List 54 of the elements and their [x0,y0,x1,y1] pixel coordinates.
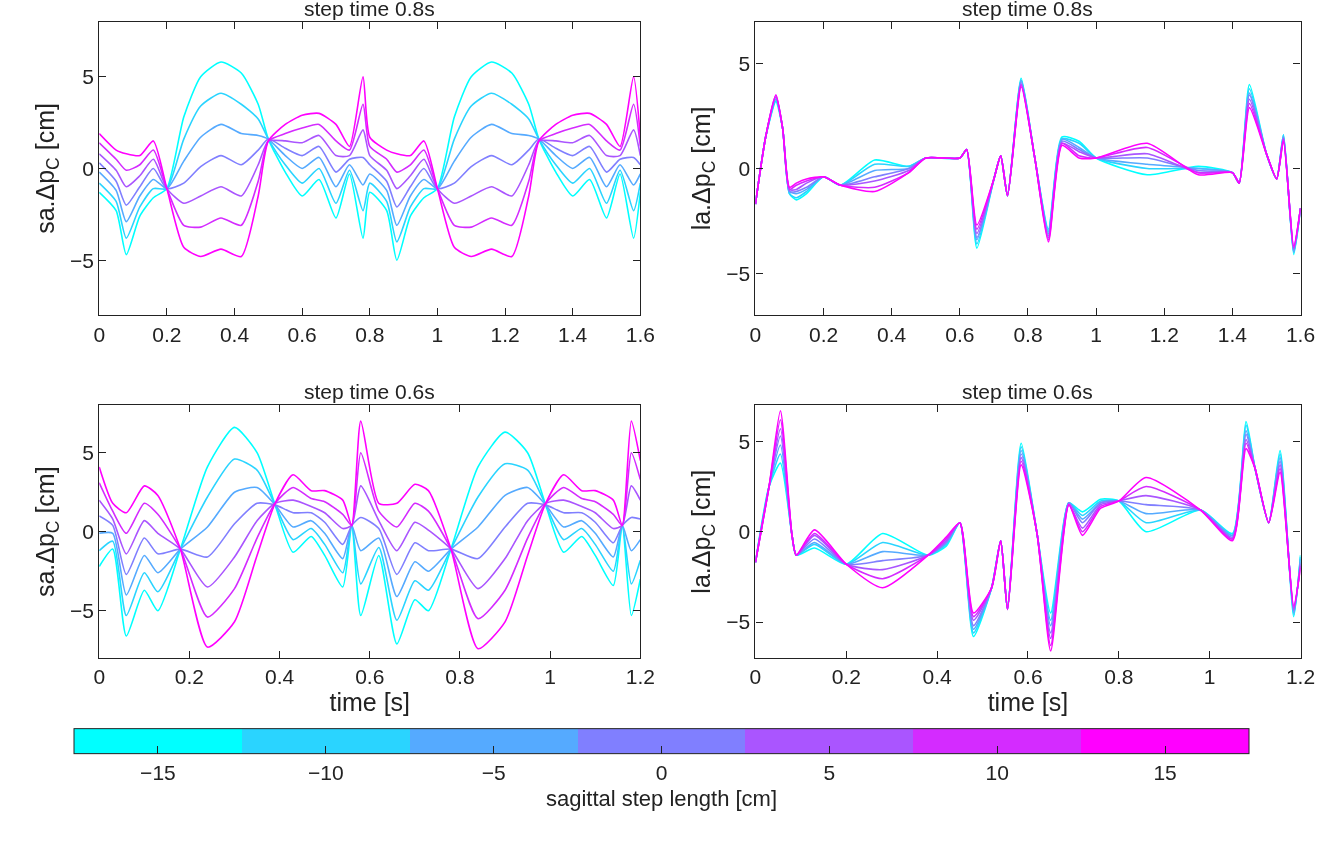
x-tick-label: 1.2 [1149,322,1179,346]
x-tick-label: 0.4 [264,665,295,689]
color-bar-label: −10 [307,760,344,784]
y-tick-label: 5 [738,51,751,75]
x-tick-label: 0.8 [445,665,475,689]
x-tick-label: 1 [1090,322,1102,346]
y-tick-label: 5 [82,441,94,465]
x-tick-label: 0.8 [355,322,385,346]
color-bar-label: 10 [985,760,1009,784]
x-tick-label: 0.6 [1013,665,1043,689]
color-bar-label: 0 [655,760,668,784]
x-tick-label: 0.6 [945,322,975,346]
y-tick-label: 5 [738,429,751,453]
y-tick-label: −5 [69,599,94,623]
color-bar-title: sagittal step length [cm] [545,785,778,811]
y-tick-label: 5 [82,65,94,89]
x-tick-label: 1 [544,665,556,689]
x-tick-label: 1.4 [1217,322,1248,346]
x-axis-title: time [s] [987,688,1069,717]
x-tick-label: 1.2 [625,665,655,689]
x-tick-label: 1 [1203,665,1216,689]
x-tick-label: 0.4 [922,665,953,689]
y-tick-label: 0 [738,156,751,180]
y-tick-label: 0 [82,520,94,544]
color-bar-label: 15 [1153,760,1177,784]
x-tick-label: 0.8 [1013,322,1043,346]
chart-title: step time 0.8s [962,0,1093,20]
x-tick-label: 0.2 [808,322,839,346]
x-tick-label: 0.2 [152,322,182,346]
chart-title: step time 0.6s [962,380,1093,403]
x-tick-label: 1.4 [558,322,588,346]
x-tick-label: 0.2 [831,665,861,689]
x-tick-label: 0.6 [355,665,385,689]
x-tick-label: 1.6 [625,322,655,346]
x-tick-label: 1.2 [490,322,520,346]
color-bar-label: −5 [481,760,506,784]
x-tick-label: 0.8 [1104,665,1134,689]
x-tick-label: 1.2 [1285,665,1316,689]
color-bar-label: −15 [140,760,176,784]
x-tick-label: 0.4 [877,322,907,346]
x-axis-title: time [s] [329,688,411,717]
chart-title: step time 0.6s [304,380,435,403]
x-tick-label: 0.6 [287,322,317,346]
x-tick-label: 0.2 [174,665,205,689]
x-tick-label: 1 [431,322,444,346]
x-tick-label: 0.4 [219,322,250,346]
x-tick-label: 1.6 [1285,322,1316,346]
y-tick-label: −5 [69,248,94,272]
y-tick-label: 0 [82,156,94,180]
y-tick-label: 0 [738,520,751,544]
y-tick-label: −5 [726,261,751,285]
y-tick-label: −5 [726,610,751,634]
color-bar-label: 5 [823,760,836,784]
chart-title: step time 0.8s [304,0,435,20]
